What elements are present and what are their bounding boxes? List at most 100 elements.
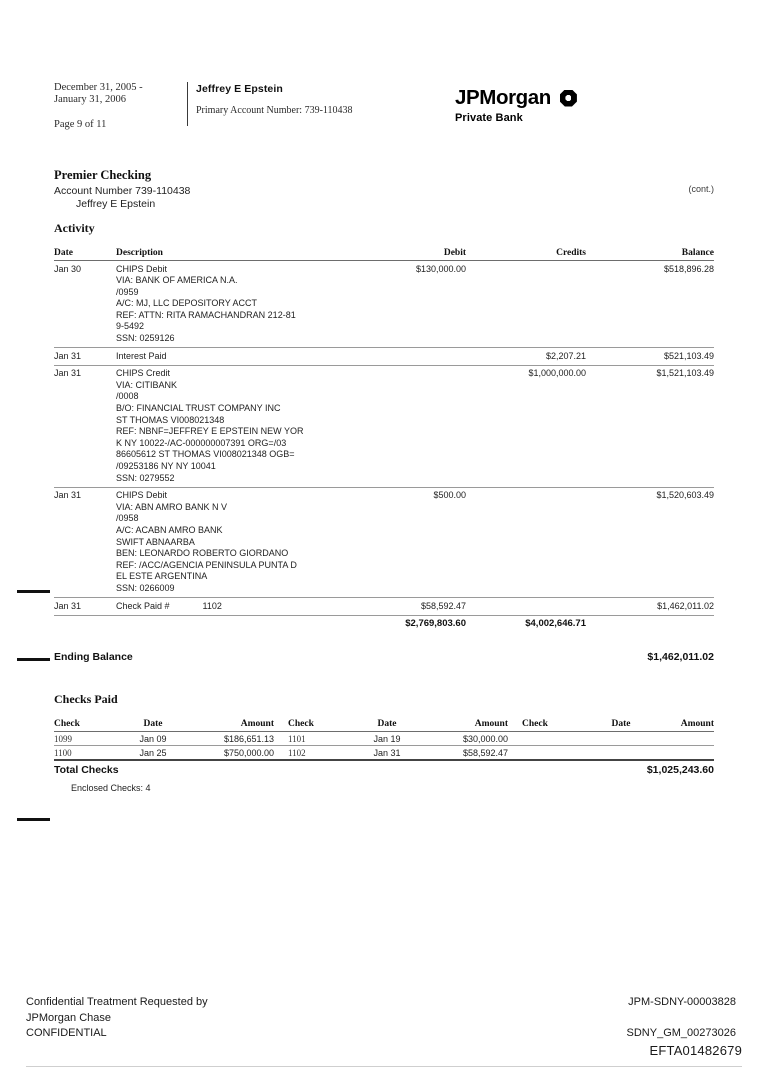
row-credit: [466, 487, 586, 502]
table-row: Jan 31 CHIPS Debit $500.00 $1,520,603.49: [54, 487, 714, 502]
margin-mark: [17, 590, 50, 593]
continued-marker: (cont.): [688, 184, 714, 194]
detail-row: SSN: 0266009: [54, 582, 714, 599]
detail-row: VIA: BANK OF AMERICA N.A.: [54, 275, 714, 287]
activity-totals-row: $2,769,803.60 $4,002,646.71: [54, 615, 714, 630]
check-amount: $750,000.00: [196, 745, 274, 761]
detail-text: EL ESTE ARGENTINA: [116, 571, 208, 582]
detail-text: VIA: BANK OF AMERICA N.A.: [116, 275, 238, 286]
detail-row: VIA: CITIBANK: [54, 380, 714, 392]
row-balance: $1,462,011.02: [586, 597, 714, 616]
confidential-line-2: JPMorgan Chase: [26, 1011, 111, 1024]
ending-balance-label: Ending Balance: [54, 651, 133, 663]
row-credit: [466, 261, 586, 276]
row-debit: $500.00: [433, 490, 466, 501]
detail-row: ST THOMAS VI008021348: [54, 415, 714, 427]
activity-header-row: Date Description Debit Credits Balance: [54, 248, 714, 261]
checks-paid-table: Check Date Amount Check Date Amount Chec…: [54, 719, 714, 778]
detail-text: A/C: MJ, LLC DEPOSITORY ACCT: [116, 298, 258, 309]
check-amount: [664, 731, 714, 746]
customer-name: Jeffrey E Epstein: [196, 83, 283, 95]
col-balance: Balance: [586, 248, 714, 261]
table-row: Jan 31 Interest Paid $2,207.21 $521,103.…: [54, 347, 714, 366]
total-debit: $2,769,803.60: [405, 618, 466, 630]
detail-row: B/O: FINANCIAL TRUST COMPANY INC: [54, 403, 714, 415]
row-date: Jan 31: [54, 490, 82, 501]
logo-wordmark: JPMorgan: [455, 86, 551, 109]
detail-row: /0008: [54, 391, 714, 403]
page-number: Page 9 of 11: [54, 119, 107, 130]
bates-number-efta: EFTA01482679: [649, 1043, 742, 1058]
detail-text: /0959: [116, 286, 139, 297]
margin-mark: [17, 658, 50, 661]
detail-row: REF: NBNF=JEFFREY E EPSTEIN NEW YOR: [54, 426, 714, 438]
check-amount: [664, 745, 714, 761]
detail-text: A/C: ACABN AMRO BANK: [116, 524, 223, 535]
activity-section-title: Activity: [54, 221, 95, 235]
statement-header: December 31, 2005 - January 31, 2006 Pag…: [54, 82, 714, 142]
check-date: Jan 31: [344, 745, 430, 761]
detail-text: VIA: ABN AMRO BANK N V: [116, 501, 228, 512]
detail-row: SSN: 0259126: [54, 333, 714, 349]
checks-paid-header-row: Check Date Amount Check Date Amount Chec…: [54, 719, 714, 732]
check-paid-label: Check Paid #: [116, 600, 170, 611]
col-date-3: Date: [578, 719, 664, 732]
detail-text: /0958: [116, 513, 139, 524]
detail-text: REF: /ACC/AGENCIA PENINSULA PUNTA D: [116, 559, 297, 570]
check-date: Jan 19: [344, 731, 430, 746]
row-date: Jan 30: [54, 263, 82, 274]
row-balance: $1,521,103.49: [656, 368, 714, 379]
detail-text: 9-5492: [116, 321, 145, 332]
detail-row: SWIFT ABNAARBA: [54, 537, 714, 549]
row-credit: $2,207.21: [466, 347, 586, 366]
row-credit: [466, 597, 586, 616]
checks-total-row: Total Checks $1,025,243.60: [54, 760, 714, 778]
activity-table: Date Description Debit Credits Balance J…: [54, 248, 714, 630]
row-date: Jan 31: [54, 347, 116, 366]
col-credits: Credits: [466, 248, 586, 261]
enclosed-checks: Enclosed Checks: 4: [71, 783, 151, 793]
check-number: 1101: [288, 731, 344, 746]
footer-divider: [26, 1066, 742, 1067]
detail-row: EL ESTE ARGENTINA: [54, 571, 714, 583]
detail-row: /0959: [54, 287, 714, 299]
checks-paid-section-title: Checks Paid: [54, 692, 118, 706]
check-date: [578, 731, 664, 746]
detail-text: /09253186 NY NY 10041: [116, 461, 216, 471]
detail-text: SSN: 0279552: [116, 472, 344, 488]
confidential-line-3: CONFIDENTIAL: [26, 1027, 107, 1039]
check-date: Jan 09: [110, 731, 196, 746]
activity-body: Jan 30 CHIPS Debit $130,000.00 $518,896.…: [54, 261, 714, 630]
total-checks-label: Total Checks: [54, 764, 119, 776]
col-amount-3: Amount: [664, 719, 714, 732]
col-date-2: Date: [344, 719, 430, 732]
detail-row: 86605612 ST THOMAS VI008021348 OGB=: [54, 449, 714, 461]
statement-period-line2: January 31, 2006: [54, 94, 127, 105]
table-row: Jan 30 CHIPS Debit $130,000.00 $518,896.…: [54, 261, 714, 276]
check-date: [578, 745, 664, 761]
detail-row: SSN: 0279552: [54, 472, 714, 488]
jpmorgan-logo: JPMorgan Private Bank: [455, 86, 725, 124]
row-debit: $130,000.00: [415, 263, 466, 274]
detail-text: K NY 10022-/AC-000000007391 ORG=/03: [116, 437, 287, 448]
col-amount-2: Amount: [430, 719, 508, 732]
margin-mark: [17, 818, 50, 821]
col-description: Description: [116, 248, 344, 261]
col-check-1: Check: [54, 719, 110, 732]
detail-text: SSN: 0266009: [116, 582, 344, 599]
check-number: 1100: [54, 745, 110, 761]
row-date: Jan 31: [54, 368, 82, 379]
row-debit: [344, 365, 466, 380]
row-description: Interest Paid: [116, 347, 344, 366]
row-description: CHIPS Debit: [116, 263, 168, 274]
row-debit: [344, 347, 466, 366]
detail-row: K NY 10022-/AC-000000007391 ORG=/03: [54, 438, 714, 450]
row-description: CHIPS Credit: [116, 368, 171, 379]
detail-row: /09253186 NY NY 10041: [54, 461, 714, 473]
detail-text: VIA: CITIBANK: [116, 379, 178, 390]
ending-balance-row: Ending Balance $1,462,011.02: [54, 651, 714, 663]
confidential-line-1: Confidential Treatment Requested by: [26, 996, 208, 1008]
detail-row: REF: ATTN: RITA RAMACHANDRAN 212-81: [54, 310, 714, 322]
detail-row: VIA: ABN AMRO BANK N V: [54, 502, 714, 514]
bates-number-sdny: SDNY_GM_00273026: [626, 1027, 736, 1039]
